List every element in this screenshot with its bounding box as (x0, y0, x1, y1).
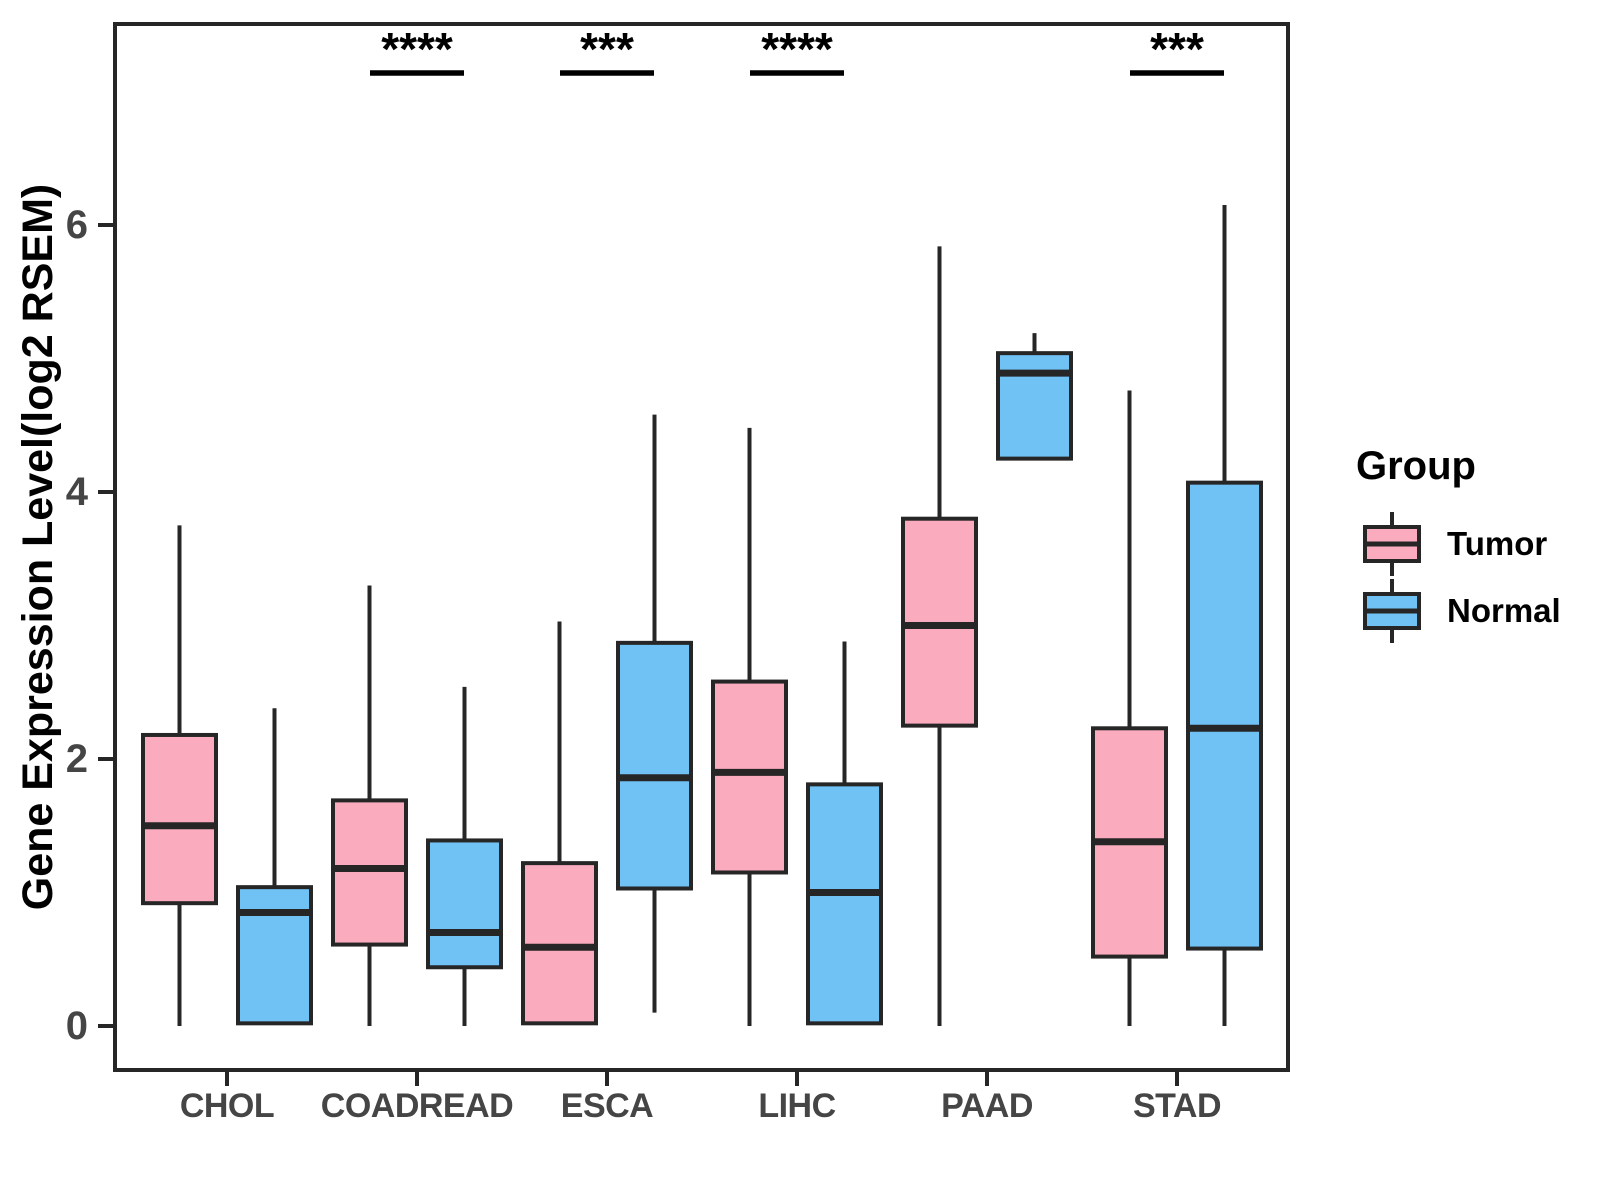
box-normal-lihc (806, 782, 883, 1026)
y-axis-title: Gene Expression Level(log2 RSEM) (14, 183, 62, 911)
box-tumor-chol (141, 732, 218, 906)
panel-border (113, 22, 1290, 1072)
y-tick-label: 6 (65, 203, 88, 247)
box-tumor-esca (521, 861, 598, 1026)
x-tick-label-coadread: COADREAD (320, 1087, 514, 1125)
significance-stars-stad: *** (1150, 23, 1204, 75)
x-tick-label-stad: STAD (1132, 1087, 1222, 1125)
y-tick-label: 0 (65, 1004, 88, 1048)
x-tick-label-lihc: LIHC (758, 1087, 836, 1125)
x-tick-label-chol: CHOL (179, 1087, 275, 1125)
box-normal-chol (236, 885, 313, 1026)
significance-stars-lihc: **** (761, 23, 833, 75)
box-normal-stad (1186, 480, 1263, 951)
box-normal-esca (616, 640, 693, 891)
legend-entry-label-tumor: Tumor (1447, 525, 1548, 562)
legend-title: Group (1356, 444, 1476, 488)
box-normal-paad (996, 351, 1073, 461)
legend-entry-label-normal: Normal (1447, 592, 1561, 629)
significance-stars-coadread: **** (381, 23, 453, 75)
significance-stars-esca: *** (580, 23, 634, 75)
box-tumor-lihc (711, 679, 788, 875)
box-normal-coadread (426, 838, 503, 970)
y-tick-label: 4 (65, 470, 88, 514)
x-tick-label-esca: ESCA (560, 1087, 654, 1125)
x-tick-label-paad: PAAD (941, 1087, 1033, 1125)
box-tumor-coadread (331, 798, 408, 947)
y-tick-label: 2 (65, 737, 88, 781)
